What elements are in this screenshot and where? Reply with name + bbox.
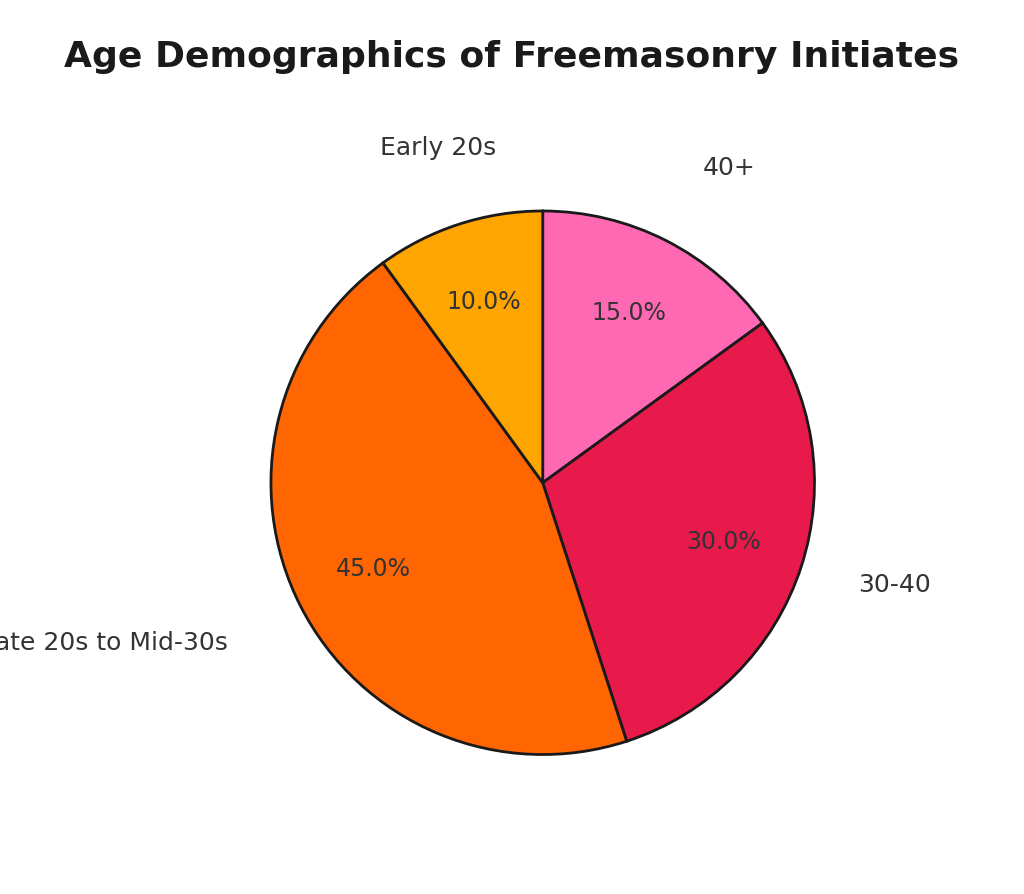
Text: 45.0%: 45.0% (336, 557, 411, 581)
Text: Late 20s to Mid-30s: Late 20s to Mid-30s (0, 631, 228, 655)
Text: 15.0%: 15.0% (592, 301, 667, 325)
Text: 30-40: 30-40 (858, 573, 931, 597)
Wedge shape (383, 211, 543, 483)
Text: 10.0%: 10.0% (446, 290, 521, 314)
Wedge shape (543, 211, 763, 483)
Text: 40+: 40+ (703, 156, 756, 180)
Text: Age Demographics of Freemasonry Initiates: Age Demographics of Freemasonry Initiate… (65, 40, 959, 74)
Wedge shape (271, 263, 627, 755)
Text: Early 20s: Early 20s (380, 136, 496, 160)
Wedge shape (543, 323, 814, 741)
Text: 30.0%: 30.0% (686, 529, 761, 553)
